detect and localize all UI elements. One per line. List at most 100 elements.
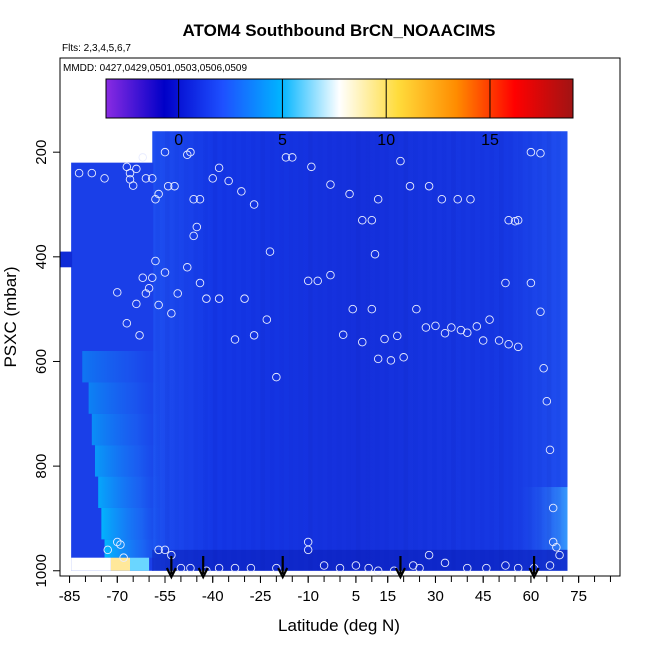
heatmap-striation [518,131,523,571]
observation-point [485,315,494,324]
x-tick-label: -40 [202,588,224,605]
heatmap-left-strip [60,251,73,268]
x-tick-label: 30 [427,588,444,605]
heatmap-striation [460,131,466,571]
heatmap-striation [556,131,561,571]
heatmap-striation [384,131,389,571]
heatmap-striation [212,131,218,571]
heatmap-wedge-band [91,413,175,446]
y-tick-label: 600 [33,349,50,374]
observation-point [393,331,402,341]
x-tick-label: 60 [523,588,540,605]
heatmap-light-patch [130,557,150,571]
observation-point [370,249,380,259]
observation-point [183,150,192,160]
observation-point [160,268,170,277]
observation-point [281,153,291,162]
observation-point [249,331,259,340]
heatmap-striation [231,131,237,571]
heatmap-striation [451,131,456,571]
observation-point [144,283,154,293]
observation-point [151,256,160,266]
observation-point [237,187,246,196]
observation-point [367,304,377,314]
observation-point [386,356,396,365]
colorbar-ticks: 0 5 10 15 [174,79,499,149]
observation-point [170,181,179,191]
heatmap-striation [413,131,418,571]
observation-point [555,550,564,560]
observation-point [351,561,361,570]
flights-subtitle: Flts: 2,3,4,5,6,7 [62,43,131,54]
observation-point [431,321,440,331]
observation-point [265,247,275,256]
arrow-head [165,567,177,580]
observation-point [504,339,513,349]
heatmap-striation [241,131,246,571]
observation-point [189,231,198,241]
flight-arrows [165,556,540,580]
heatmap-striation [317,131,323,571]
observation-point [186,563,195,573]
x-tick-label: 75 [570,588,587,605]
heatmap-bottom-band [152,549,568,571]
observation-point [358,337,367,347]
heatmap-striation [365,131,370,571]
heatmap-wedge-band [82,351,175,383]
observation-point [288,153,297,162]
heatmap-striation [279,131,284,571]
x-tick-label: 5 [352,588,360,605]
heatmap-striation [470,131,475,571]
x-tick-label: 45 [475,588,492,605]
heatmap-striation [355,131,361,571]
heatmap-striation [289,131,294,571]
observation-point [326,180,335,189]
heatmap-striation [422,131,428,571]
observation-point [138,273,147,283]
heatmap-striation [403,131,409,571]
observation-point [513,342,523,352]
heatmap-striation [537,131,542,571]
observation-point [224,176,233,186]
observation-point [262,315,272,324]
heatmap-striation [308,131,313,571]
observation-point [189,195,198,204]
observation-point [148,273,157,283]
colorbar-gradient [105,78,574,119]
observation-point [230,563,240,573]
observation-point [307,162,316,172]
heatmap-striation [203,131,208,571]
observation-point [119,553,128,562]
y-tick-label: 800 [33,454,50,479]
observation-point [138,153,147,162]
observation-point [154,300,163,310]
observation-point [214,163,224,173]
heatmap-wedge-band [98,476,175,508]
observation-point [141,174,151,183]
observation-point [526,147,536,157]
heatmap-striation [250,131,256,571]
observation-point [202,294,211,303]
heatmap-field [60,131,620,571]
heatmap-striation [546,131,552,571]
observation-point [466,195,475,204]
heatmap-striation [346,131,351,571]
heatmap-striation [155,131,160,571]
heatmap-striation [489,131,494,571]
heatmap-striation [508,131,514,571]
observation-point [132,299,141,309]
observation-point [183,263,192,272]
observation-point [478,336,488,345]
heatmap-wedge-band [88,382,175,414]
observation-point [122,319,132,328]
observation-point [421,323,431,332]
heatmap-striation [260,131,265,571]
heatmap-striation [193,131,199,571]
observation-point [463,328,472,337]
observation-point [380,334,389,344]
heatmap-right-glow [515,487,568,550]
observation-point [501,278,510,288]
heatmap-striation [174,131,179,571]
heatmap-striation [336,131,342,571]
